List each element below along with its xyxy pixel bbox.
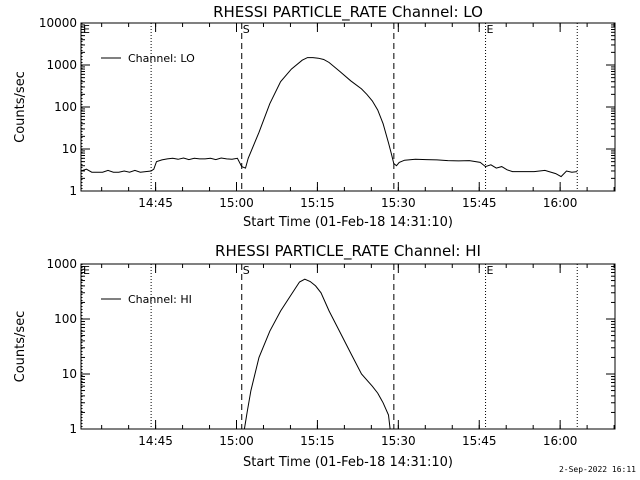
panel2-y-tick-label: 1 xyxy=(69,422,77,436)
panel2-y-tick-label: 100 xyxy=(54,312,77,326)
panel2-chart-title: RHESSI PARTICLE_RATE Channel: HI xyxy=(215,242,481,261)
panel1-x-tick-label: 15:15 xyxy=(300,196,335,210)
panel2-x-axis-label: Start Time (01-Feb-18 14:31:10) xyxy=(243,455,453,470)
panel2-x-tick-label: 15:45 xyxy=(462,434,497,448)
panel2-marker-label: S xyxy=(243,264,250,277)
panel1-x-tick-label: 15:30 xyxy=(381,196,416,210)
panel1-marker-label: S xyxy=(243,23,250,36)
panel1-marker-label: E xyxy=(487,23,494,36)
panel2-plot-frame xyxy=(80,263,616,430)
panel1-series-line xyxy=(80,57,578,178)
panel1-x-tick-label: 15:00 xyxy=(219,196,254,210)
panel2-y-tick-label: 10 xyxy=(62,367,77,381)
panel2-marker-label: E xyxy=(83,264,90,277)
panel2-x-tick-label: 15:00 xyxy=(219,434,254,448)
panel2-x-tick-label: 15:15 xyxy=(300,434,335,448)
panel1-y-tick-label: 100 xyxy=(54,100,77,114)
panel1-chart-title: RHESSI PARTICLE_RATE Channel: LO xyxy=(213,3,483,22)
panel2-x-tick-label: 15:30 xyxy=(381,434,416,448)
panel2-x-tick-label: 14:45 xyxy=(138,434,173,448)
panel2-series-line xyxy=(243,278,391,430)
panel1-y-tick-label: 1000 xyxy=(46,58,77,72)
panel1-legend-label: Channel: LO xyxy=(128,52,195,65)
panel1-y-tick-label: 10 xyxy=(62,142,77,156)
panel1-x-tick-label: 15:45 xyxy=(462,196,497,210)
panel2-marker-label: E xyxy=(487,264,494,277)
panel2-legend-label: Channel: HI xyxy=(128,293,192,306)
panel2-x-tick-label: 16:00 xyxy=(543,434,578,448)
panel1-plot-frame xyxy=(80,22,616,192)
panel2-y-tick-label: 1000 xyxy=(46,257,77,271)
panel1-x-tick-label: 14:45 xyxy=(138,196,173,210)
panel1-y-axis-label: Counts/sec xyxy=(13,71,28,143)
panel1-y-tick-label: 1 xyxy=(69,184,77,198)
footer-date: 2-Sep-2022 16:11 xyxy=(558,465,636,474)
panel1-x-tick-label: 16:00 xyxy=(543,196,578,210)
panel1-x-axis-label: Start Time (01-Feb-18 14:31:10) xyxy=(243,215,453,230)
panel1-y-tick-label: 10000 xyxy=(39,16,77,30)
panel1-marker-label: E xyxy=(83,23,90,36)
panel2-y-axis-label: Counts/sec xyxy=(13,311,28,383)
